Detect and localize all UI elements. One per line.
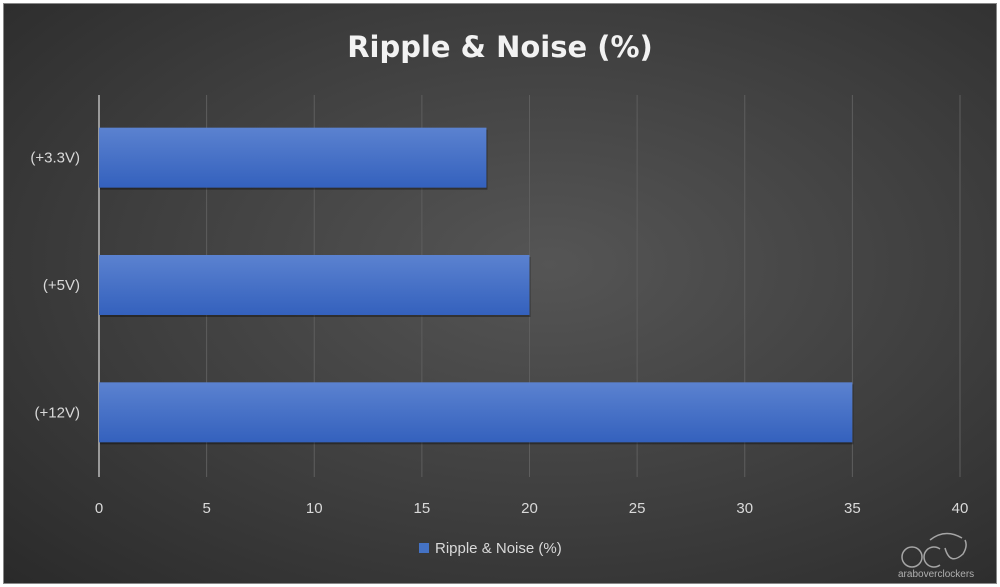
chart-title: Ripple & Noise (%) [347,30,653,64]
bar [99,255,530,315]
x-tick-label: 25 [629,500,646,517]
x-tick-label: 40 [952,500,969,517]
legend-label: Ripple & Noise (%) [435,540,562,557]
x-tick-label: 30 [736,500,753,517]
y-category-label: (+12V) [35,404,80,421]
x-tick-label: 0 [95,500,103,517]
watermark-text: araboverclockers [898,569,974,580]
watermark-logo: araboverclockers [898,532,974,580]
bar [99,127,487,188]
legend: Ripple & Noise (%) [419,540,562,557]
x-tick-label: 35 [844,500,861,517]
y-category-label: (+3.3V) [30,150,80,167]
x-tick-label: 10 [306,500,323,517]
y-category-label: (+5V) [43,277,80,294]
bar [99,382,853,443]
x-tick-label: 15 [414,500,431,517]
x-tick-label: 5 [202,500,210,517]
x-tick-label: 20 [521,500,538,517]
legend-swatch [419,543,429,553]
